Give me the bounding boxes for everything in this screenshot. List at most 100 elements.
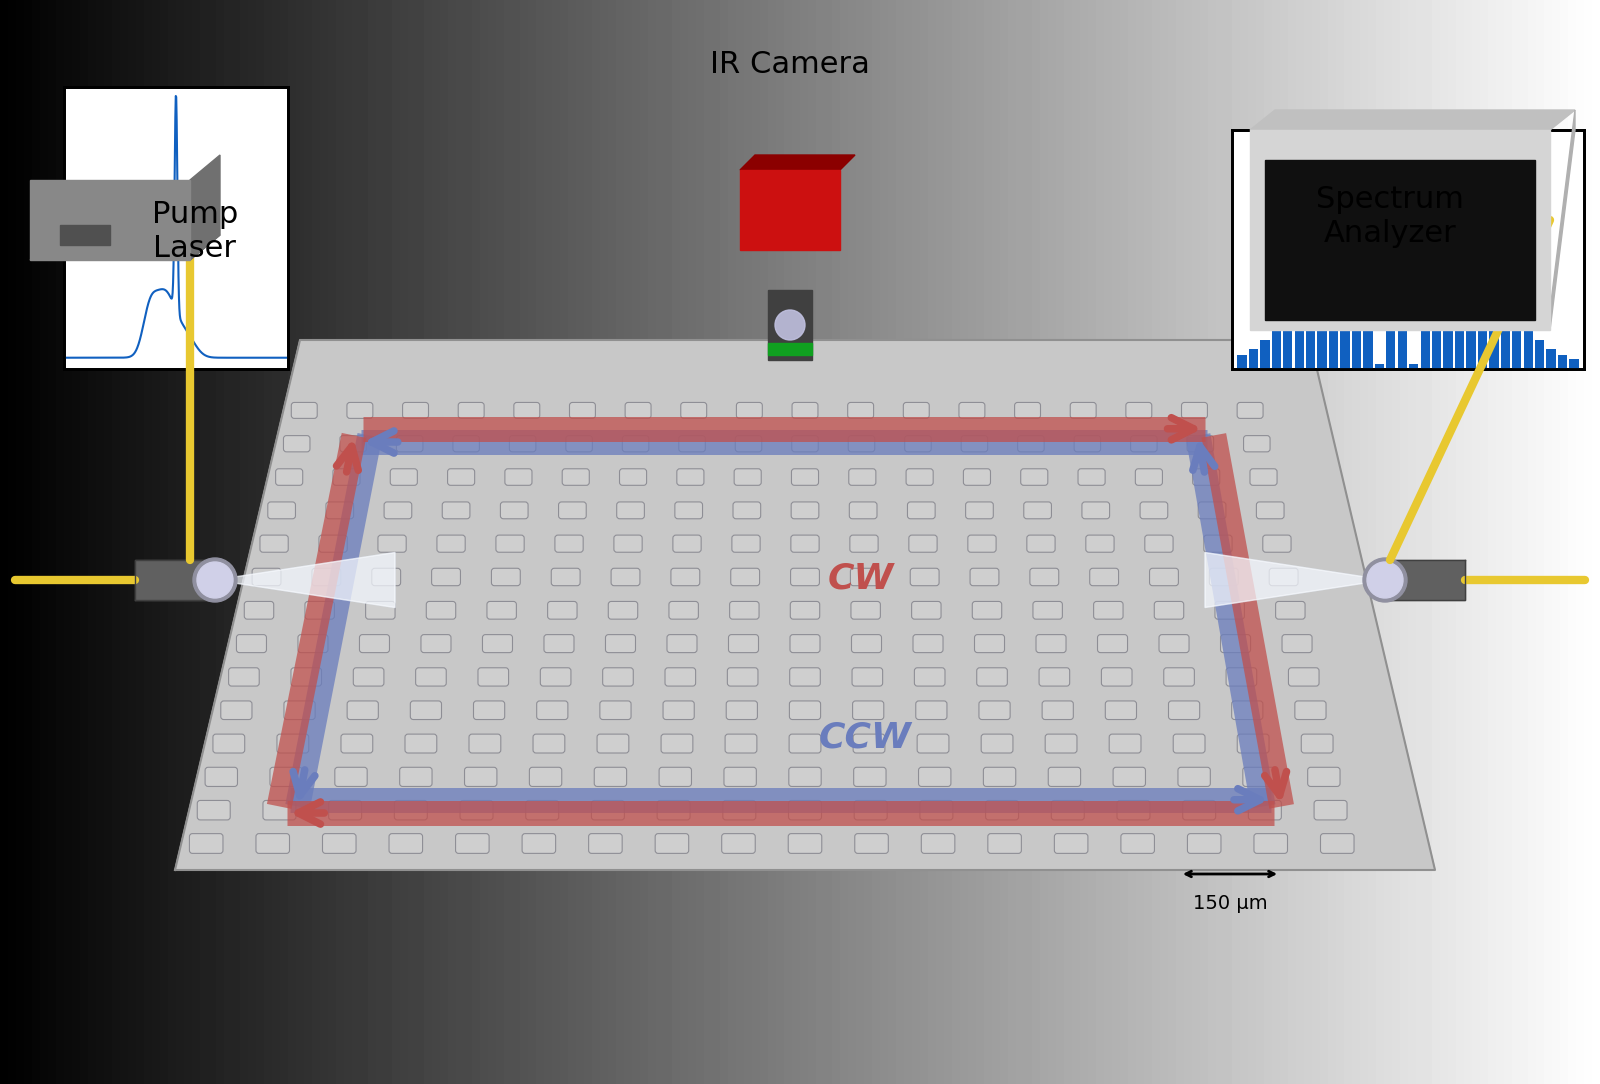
- FancyBboxPatch shape: [917, 734, 949, 753]
- FancyBboxPatch shape: [608, 602, 638, 619]
- FancyBboxPatch shape: [283, 701, 315, 720]
- FancyBboxPatch shape: [789, 767, 821, 787]
- FancyBboxPatch shape: [790, 502, 819, 519]
- FancyBboxPatch shape: [728, 668, 758, 686]
- Text: Spectrum
Analyzer: Spectrum Analyzer: [1317, 185, 1464, 247]
- FancyBboxPatch shape: [986, 800, 1019, 820]
- FancyBboxPatch shape: [496, 535, 525, 552]
- FancyBboxPatch shape: [1301, 734, 1333, 753]
- Circle shape: [774, 310, 805, 340]
- Circle shape: [194, 558, 237, 602]
- FancyBboxPatch shape: [509, 436, 536, 452]
- FancyBboxPatch shape: [678, 436, 706, 452]
- FancyBboxPatch shape: [790, 634, 821, 653]
- FancyBboxPatch shape: [851, 568, 880, 585]
- FancyBboxPatch shape: [1101, 668, 1133, 686]
- FancyBboxPatch shape: [661, 734, 693, 753]
- FancyBboxPatch shape: [421, 634, 451, 653]
- FancyBboxPatch shape: [1307, 767, 1341, 787]
- FancyBboxPatch shape: [1226, 668, 1256, 686]
- FancyBboxPatch shape: [914, 668, 946, 686]
- FancyBboxPatch shape: [394, 800, 427, 820]
- FancyBboxPatch shape: [1109, 734, 1141, 753]
- FancyBboxPatch shape: [909, 535, 938, 552]
- FancyBboxPatch shape: [792, 468, 819, 486]
- FancyBboxPatch shape: [1243, 436, 1270, 452]
- FancyBboxPatch shape: [1146, 535, 1173, 552]
- FancyBboxPatch shape: [731, 535, 760, 552]
- FancyBboxPatch shape: [677, 468, 704, 486]
- FancyBboxPatch shape: [1210, 568, 1238, 585]
- FancyBboxPatch shape: [1018, 436, 1045, 452]
- FancyBboxPatch shape: [483, 634, 512, 653]
- FancyBboxPatch shape: [1027, 535, 1054, 552]
- Polygon shape: [1250, 109, 1574, 130]
- FancyBboxPatch shape: [397, 436, 422, 452]
- FancyBboxPatch shape: [1173, 734, 1205, 753]
- FancyBboxPatch shape: [547, 602, 578, 619]
- FancyBboxPatch shape: [674, 535, 701, 552]
- FancyBboxPatch shape: [626, 402, 651, 418]
- FancyBboxPatch shape: [566, 436, 592, 452]
- FancyBboxPatch shape: [533, 734, 565, 753]
- FancyBboxPatch shape: [854, 834, 888, 853]
- FancyBboxPatch shape: [850, 535, 878, 552]
- FancyBboxPatch shape: [245, 602, 274, 619]
- FancyBboxPatch shape: [1320, 834, 1354, 853]
- FancyBboxPatch shape: [390, 468, 418, 486]
- FancyBboxPatch shape: [853, 734, 885, 753]
- FancyBboxPatch shape: [501, 502, 528, 519]
- FancyBboxPatch shape: [589, 834, 622, 853]
- FancyBboxPatch shape: [262, 800, 296, 820]
- Polygon shape: [61, 225, 110, 245]
- FancyBboxPatch shape: [1045, 734, 1077, 753]
- FancyBboxPatch shape: [915, 701, 947, 720]
- FancyBboxPatch shape: [1034, 602, 1062, 619]
- FancyBboxPatch shape: [848, 468, 875, 486]
- FancyBboxPatch shape: [1149, 568, 1178, 585]
- FancyBboxPatch shape: [333, 468, 360, 486]
- FancyBboxPatch shape: [963, 468, 990, 486]
- FancyBboxPatch shape: [461, 800, 493, 820]
- FancyBboxPatch shape: [541, 668, 571, 686]
- FancyBboxPatch shape: [654, 834, 688, 853]
- FancyBboxPatch shape: [1237, 402, 1262, 418]
- FancyBboxPatch shape: [432, 568, 461, 585]
- FancyBboxPatch shape: [1198, 502, 1226, 519]
- FancyBboxPatch shape: [734, 468, 762, 486]
- FancyBboxPatch shape: [670, 568, 699, 585]
- FancyBboxPatch shape: [658, 800, 690, 820]
- Polygon shape: [30, 180, 190, 260]
- FancyBboxPatch shape: [1082, 502, 1109, 519]
- FancyBboxPatch shape: [1254, 834, 1288, 853]
- Polygon shape: [174, 340, 1435, 870]
- FancyBboxPatch shape: [456, 834, 490, 853]
- FancyBboxPatch shape: [1051, 800, 1085, 820]
- FancyBboxPatch shape: [1106, 701, 1136, 720]
- FancyBboxPatch shape: [426, 602, 456, 619]
- FancyBboxPatch shape: [555, 535, 582, 552]
- FancyBboxPatch shape: [558, 502, 586, 519]
- FancyBboxPatch shape: [1078, 468, 1106, 486]
- FancyBboxPatch shape: [270, 767, 302, 787]
- FancyBboxPatch shape: [400, 767, 432, 787]
- FancyBboxPatch shape: [1288, 668, 1318, 686]
- FancyBboxPatch shape: [667, 634, 698, 653]
- FancyBboxPatch shape: [1314, 800, 1347, 820]
- FancyBboxPatch shape: [1054, 834, 1088, 853]
- FancyBboxPatch shape: [1282, 634, 1312, 653]
- Polygon shape: [739, 170, 840, 250]
- FancyBboxPatch shape: [256, 834, 290, 853]
- FancyBboxPatch shape: [616, 502, 645, 519]
- Text: CW: CW: [827, 562, 894, 595]
- FancyBboxPatch shape: [1131, 436, 1157, 452]
- FancyBboxPatch shape: [723, 800, 755, 820]
- Bar: [768, 291, 813, 360]
- FancyBboxPatch shape: [491, 568, 520, 585]
- FancyBboxPatch shape: [478, 668, 509, 686]
- FancyBboxPatch shape: [410, 701, 442, 720]
- FancyBboxPatch shape: [914, 634, 942, 653]
- FancyBboxPatch shape: [792, 436, 818, 452]
- FancyBboxPatch shape: [1187, 436, 1213, 452]
- FancyBboxPatch shape: [326, 502, 354, 519]
